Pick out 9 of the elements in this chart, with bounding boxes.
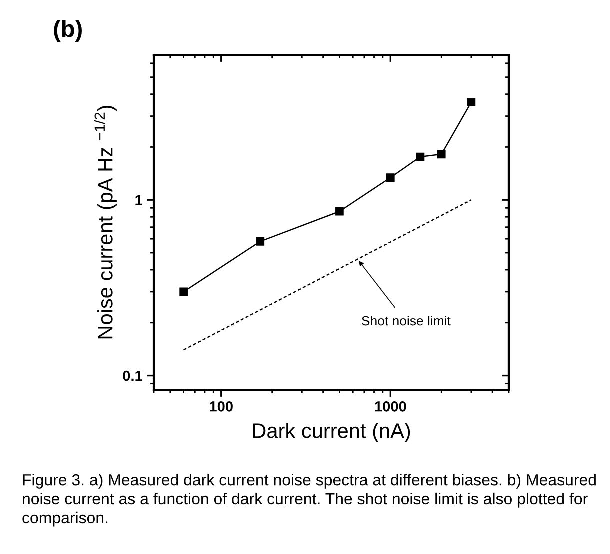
x-axis-title: Dark current (nA) — [253, 423, 410, 442]
chart-title: (b) — [54, 20, 82, 42]
x-tick-label: 1000 — [375, 401, 406, 412]
y-tick-label: 1 — [136, 195, 142, 206]
y-tick-label: 0.1 — [123, 370, 142, 382]
x-tick-label: 100 — [210, 401, 233, 412]
annotation: Shot noise limit — [362, 316, 451, 326]
caption: Figure 3. a) Measured dark current noise spectra at different biases. b) Measured noise current as a function of dark current. The shot noise limit is also plotted for comparison. — [22, 474, 596, 527]
y-axis-title: Noise current (pA Hz $^{−1/2}$) — [94, 106, 117, 339]
